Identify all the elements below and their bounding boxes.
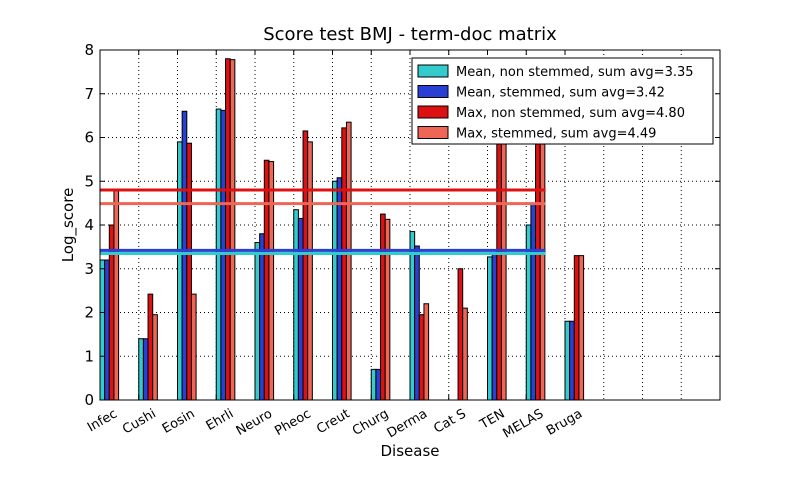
bar [578, 255, 585, 401]
bars [99, 58, 585, 401]
y-tick-label: 8 [84, 41, 94, 59]
y-tick-label: 5 [84, 172, 94, 190]
bar [384, 218, 391, 401]
x-axis-label: Disease [381, 442, 440, 460]
bar [414, 245, 420, 401]
y-axis-label: Log_score [59, 188, 78, 263]
bar [487, 256, 493, 401]
x-tick-label: Ehrli [204, 406, 237, 434]
bar [341, 127, 347, 401]
x-tick-label: Churg [350, 406, 391, 438]
y-tick-label: 1 [84, 347, 94, 365]
bar [375, 368, 382, 401]
x-tick-label: Infec [85, 406, 120, 435]
legend-swatch [417, 126, 449, 139]
bar [539, 143, 546, 401]
bar [380, 213, 386, 401]
bar [423, 303, 430, 401]
x-tick-label: Derma [385, 406, 430, 441]
bar [268, 161, 275, 401]
bar [496, 143, 502, 401]
bar [147, 293, 154, 401]
bar [99, 259, 106, 401]
bar [370, 368, 377, 401]
x-tick-label: Cushi [120, 406, 159, 437]
bar [302, 130, 309, 401]
bar [573, 255, 580, 401]
bar [186, 142, 192, 401]
bar [220, 109, 227, 401]
bar [345, 121, 352, 401]
x-tick-label: Cat S [431, 406, 468, 436]
bar [535, 143, 541, 401]
y-tick-label: 7 [84, 85, 94, 103]
legend-swatch [417, 105, 449, 119]
bar [491, 252, 498, 401]
bar [113, 189, 120, 401]
bar [307, 141, 313, 401]
x-tick-label: Pheoc [272, 406, 313, 439]
bar [409, 231, 416, 401]
y-tick-label: 4 [84, 216, 94, 234]
legend-label: Mean, non stemmed, sum avg=3.35 [456, 65, 694, 80]
bar [152, 314, 158, 401]
legend: Mean, non stemmed, sum avg=3.35 Mean, ste… [411, 57, 714, 145]
bar [500, 143, 507, 401]
y-tick-label: 3 [84, 260, 94, 278]
bar [569, 320, 575, 401]
legend-swatch [417, 64, 449, 78]
bar [225, 58, 231, 401]
x-tick-label: Eosin [160, 406, 198, 436]
bar [142, 338, 149, 401]
x-tick-label: Neuro [234, 406, 275, 439]
legend-box [411, 57, 714, 145]
bar [263, 159, 270, 401]
bar [104, 259, 110, 401]
y-tick-label: 6 [84, 129, 94, 147]
bar [418, 314, 425, 401]
bar [254, 242, 261, 401]
legend-label: Max, non stemmed, sum avg=4.80 [456, 106, 685, 121]
legend-label: Max, stemmed, sum avg=4.49 [456, 127, 656, 142]
bar [138, 338, 144, 401]
x-tick-label: MELAS [501, 406, 547, 441]
bar [259, 233, 265, 401]
bar [229, 59, 236, 401]
x-tick-label: Creut [314, 406, 352, 437]
x-tick-label: Bruga [544, 406, 585, 438]
y-tick-label: 2 [84, 304, 94, 322]
chart-title: Score test BMJ - term-doc matrix [263, 24, 557, 45]
average-lines [100, 188, 546, 255]
bar [462, 307, 468, 401]
bar [530, 202, 537, 401]
bar [177, 141, 183, 401]
bar [564, 320, 571, 401]
y-tick-label: 0 [84, 391, 94, 409]
bar [457, 268, 464, 401]
legend-swatch [417, 85, 449, 98]
bar [181, 110, 188, 401]
bar [297, 217, 304, 401]
bar [293, 209, 299, 401]
legend-label: Mean, stemmed, sum avg=3.42 [456, 86, 665, 101]
bar [336, 177, 343, 401]
bar [190, 293, 197, 401]
bar [332, 180, 338, 401]
